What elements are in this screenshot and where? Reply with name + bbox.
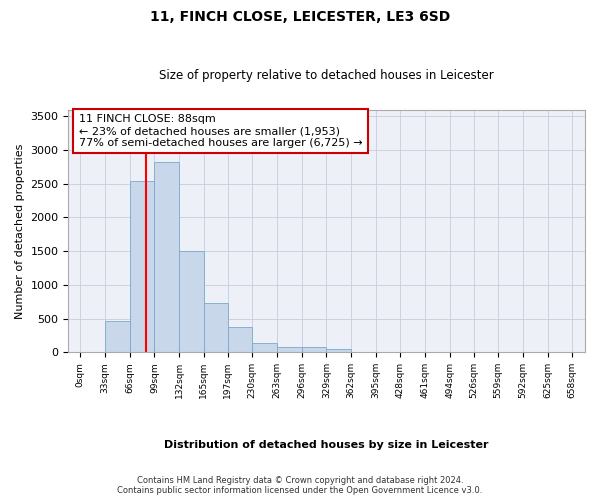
Bar [253,343,277,352]
Text: 11 FINCH CLOSE: 88sqm
← 23% of detached houses are smaller (1,953)
77% of semi-d: 11 FINCH CLOSE: 88sqm ← 23% of detached … [79,114,362,148]
Bar [179,251,204,352]
Bar [302,347,326,352]
Bar [326,348,351,352]
Bar [154,162,179,352]
Y-axis label: Number of detached properties: Number of detached properties [15,143,25,318]
X-axis label: Distribution of detached houses by size in Leicester: Distribution of detached houses by size … [164,440,489,450]
Bar [204,303,227,352]
Title: Size of property relative to detached houses in Leicester: Size of property relative to detached ho… [160,69,494,82]
Text: Contains HM Land Registry data © Crown copyright and database right 2024.
Contai: Contains HM Land Registry data © Crown c… [118,476,482,495]
Bar [277,347,302,352]
Bar [105,320,130,352]
Bar [130,181,154,352]
Bar [227,327,253,352]
Text: 11, FINCH CLOSE, LEICESTER, LE3 6SD: 11, FINCH CLOSE, LEICESTER, LE3 6SD [150,10,450,24]
